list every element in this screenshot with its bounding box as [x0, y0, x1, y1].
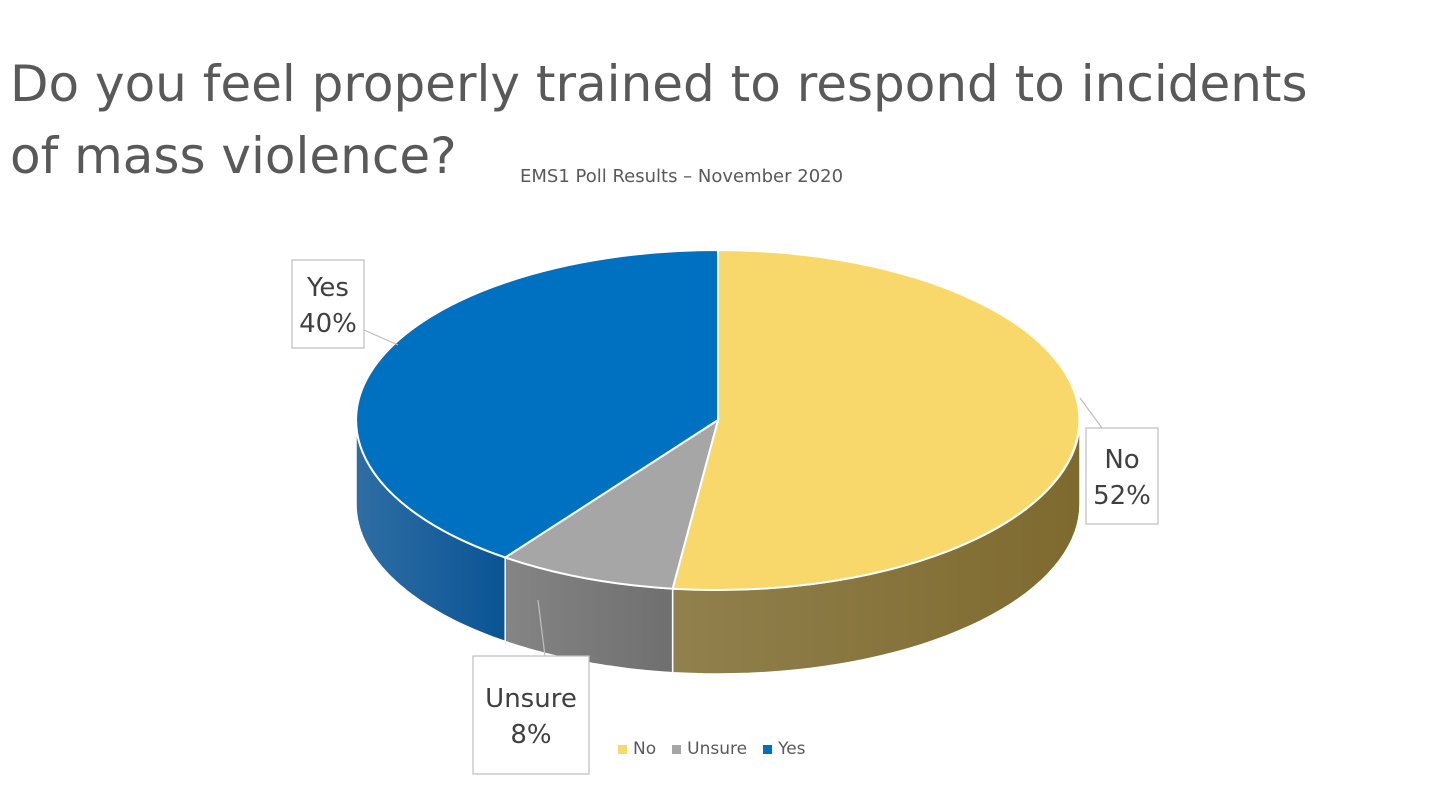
legend-label-yes: Yes — [778, 739, 806, 759]
legend-label-unsure: Unsure — [687, 739, 748, 759]
data-label-no: No 52% — [1079, 397, 1159, 525]
pie-top — [355, 248, 1081, 591]
pie-slice-yes — [355, 248, 719, 559]
leader-line-no — [1079, 397, 1103, 429]
legend-item-yes: Yes — [763, 739, 806, 759]
legend-item-no: No — [618, 739, 656, 759]
data-label-yes: Yes 40% — [291, 259, 399, 349]
label-category-unsure: Unsure — [485, 684, 577, 714]
label-box-unsure — [472, 655, 590, 775]
label-box-no — [1085, 427, 1159, 525]
pie-slice-unsure — [502, 417, 720, 590]
label-value-no: 52% — [1093, 481, 1151, 511]
legend-swatch-no — [618, 744, 627, 754]
legend-label-no: No — [633, 739, 657, 759]
title-line-1: Do you feel properly trained to respond … — [10, 55, 1308, 113]
label-value-yes: 40% — [299, 309, 357, 339]
label-value-unsure: 8% — [510, 720, 551, 750]
label-category-yes: Yes — [306, 273, 349, 303]
data-label-unsure: Unsure 8% — [472, 599, 590, 775]
legend-swatch-yes — [763, 744, 773, 754]
leader-line-yes — [363, 329, 399, 346]
legend-item-unsure: Unsure — [672, 739, 747, 759]
legend: No Unsure Yes — [618, 739, 806, 759]
slide-title: Do you feel properly trained to respond … — [10, 48, 1430, 192]
leader-line-unsure — [537, 599, 546, 657]
label-box-yes — [291, 259, 365, 349]
title-line-2: of mass violence? — [10, 127, 457, 185]
chart-subtitle: EMS1 Poll Results – November 2020 — [520, 166, 844, 187]
label-category-no: No — [1104, 445, 1139, 475]
legend-swatch-unsure — [672, 744, 682, 754]
pie-slice-no — [671, 248, 1081, 591]
